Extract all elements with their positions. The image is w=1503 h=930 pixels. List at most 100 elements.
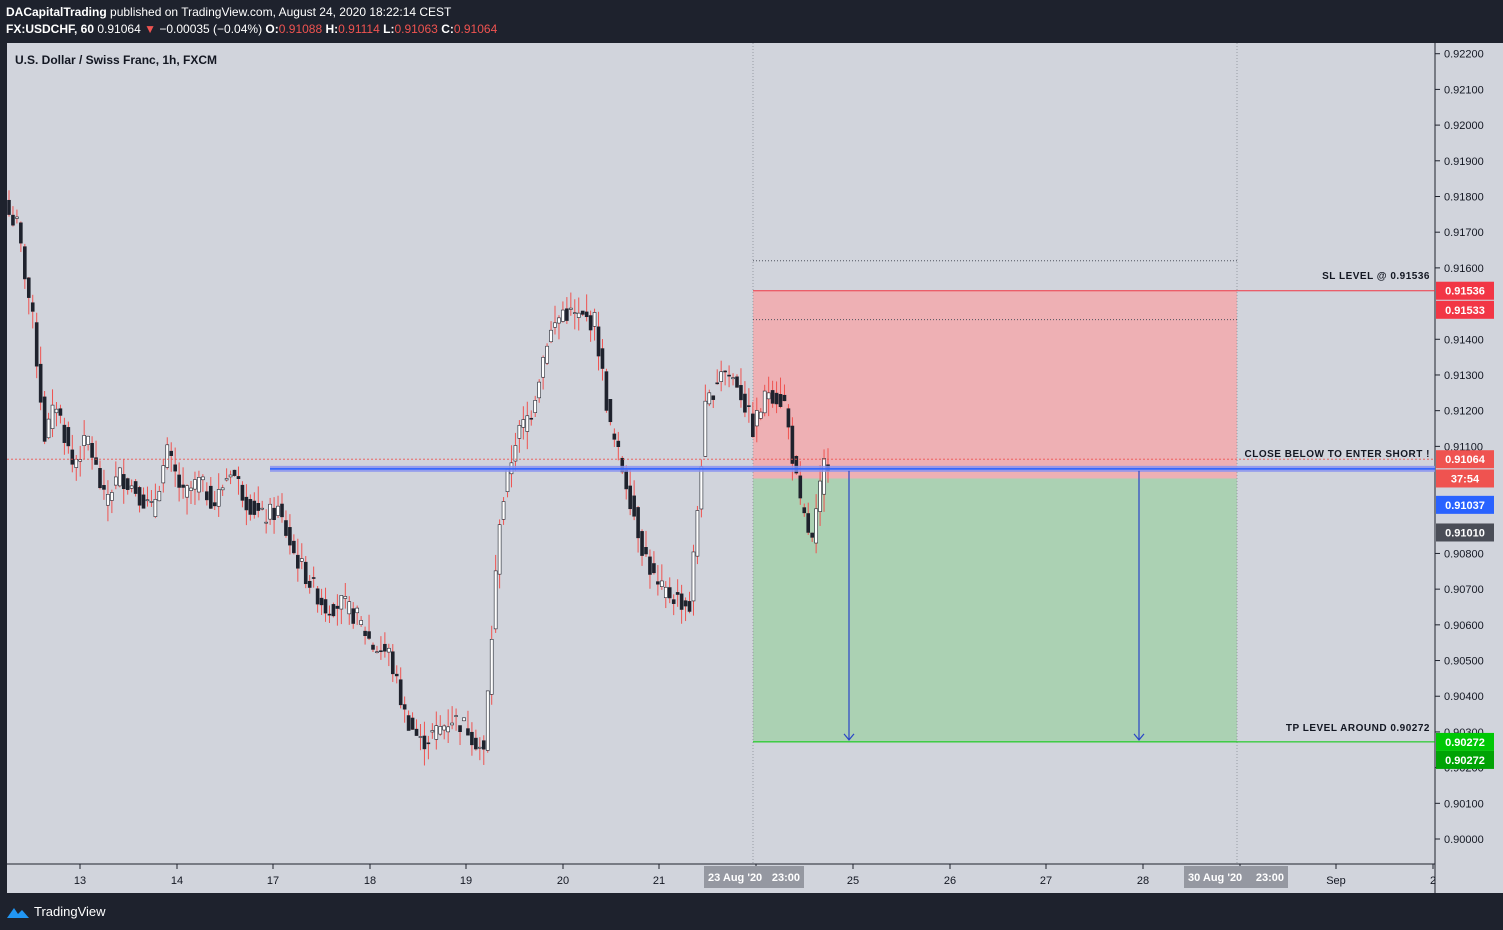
chart-area[interactable]: 0.92200 0.92100 0.92000 0.91900 0.91800 0.917… — [0, 0, 1503, 893]
candle-body-90 — [363, 630, 367, 637]
candle-body-108 — [434, 725, 439, 740]
publish-info: DACapitalTrading published on TradingVie… — [6, 5, 451, 19]
candle-body-83 — [335, 605, 340, 609]
candle-body-165 — [660, 580, 664, 587]
candle-body-132 — [529, 417, 534, 420]
sl-annotation[interactable]: SL LEVEL @ 0.91536 — [1322, 271, 1430, 282]
candle-body-157 — [628, 485, 632, 510]
candle-body-116 — [466, 728, 470, 736]
candle-body-197 — [786, 408, 791, 428]
candle-body-11 — [50, 404, 55, 429]
reward-zone — [753, 478, 1237, 742]
time-tick-label: 19 — [460, 875, 472, 887]
candle-body-201 — [802, 507, 807, 514]
candle-body-149 — [596, 326, 601, 357]
candle-body-7 — [34, 322, 39, 367]
time-range-date: 23 Aug '20 — [708, 872, 762, 884]
entry-annotation[interactable]: CLOSE BELOW TO ENTER SHORT ! — [1245, 449, 1430, 460]
candle-body-166 — [663, 586, 668, 599]
candle-body-73 — [296, 554, 300, 569]
time-tick-label: 27 — [1040, 875, 1052, 887]
tp-annotation[interactable]: TP LEVEL AROUND 0.90272 — [1286, 723, 1430, 734]
candle-body-6 — [30, 302, 35, 312]
candle-body-142 — [569, 307, 573, 310]
candle-body-104 — [418, 736, 423, 738]
candle-body-134 — [537, 381, 541, 399]
candle-body-122 — [489, 638, 494, 695]
close-value: 0.91064 — [453, 22, 498, 36]
candle-body-32 — [133, 481, 138, 494]
candlesticks — [7, 190, 830, 766]
candle-body-19 — [82, 435, 86, 446]
candle-body-63 — [256, 503, 261, 511]
candle-body-150 — [600, 348, 605, 369]
candle-body-51 — [208, 485, 213, 509]
time-tick-label: 2 — [1430, 875, 1436, 887]
candle-body-194 — [774, 392, 779, 405]
candle-body-128 — [513, 445, 518, 462]
candle-body-172 — [687, 601, 692, 612]
open-label: O: — [265, 22, 279, 36]
candle-body-203 — [810, 532, 814, 538]
candle-body-136 — [545, 345, 549, 364]
candle-body-1 — [11, 214, 15, 226]
change-value: −0.00035 (−0.04%) — [159, 22, 263, 36]
candle-body-176 — [703, 400, 708, 457]
price-tick-label: 0.91300 — [1444, 370, 1484, 382]
candle-body-70 — [284, 520, 288, 536]
candle-body-148 — [592, 312, 597, 327]
candle-body-137 — [549, 329, 553, 343]
candle-body-42 — [173, 464, 177, 472]
price-label-box-3 — [1436, 469, 1494, 488]
candle-body-38 — [157, 491, 162, 502]
candle-body-109 — [438, 726, 443, 735]
candle-body-133 — [533, 400, 538, 413]
candle-body-80 — [323, 599, 328, 614]
publication-header: DACapitalTrading published on TradingVie… — [0, 0, 1503, 42]
candle-body-77 — [311, 577, 316, 579]
candle-body-47 — [193, 479, 197, 490]
candle-body-129 — [517, 425, 522, 439]
tradingview-branding[interactable]: TradingView — [6, 904, 106, 919]
price-tick-label: 0.90700 — [1444, 584, 1484, 596]
candle-body-16 — [70, 449, 75, 465]
candle-body-85 — [343, 596, 348, 599]
time-tick-label: 20 — [557, 875, 569, 887]
price-label: 0.91064 — [1445, 454, 1486, 466]
candle-body-126 — [505, 469, 510, 492]
candle-body-84 — [339, 595, 344, 610]
candle-body-2 — [15, 216, 19, 219]
candle-body-94 — [379, 650, 383, 653]
candle-body-53 — [216, 489, 221, 507]
time-tick-label: 28 — [1137, 875, 1149, 887]
candle-body-106 — [426, 742, 431, 745]
candle-body-26 — [110, 492, 114, 501]
high-value: 0.91114 — [338, 22, 380, 36]
candle-body-179 — [715, 382, 720, 385]
candle-body-65 — [264, 521, 268, 524]
time-range-hour: 23:00 — [1256, 872, 1284, 884]
candle-body-21 — [90, 442, 94, 458]
candle-body-29 — [121, 474, 126, 490]
candle-body-154 — [616, 440, 621, 447]
candle-body-25 — [106, 494, 110, 506]
price-label-box-5 — [1436, 523, 1494, 542]
author-name[interactable]: DACapitalTrading — [6, 5, 107, 19]
candle-body-163 — [652, 563, 656, 574]
candle-body-8 — [38, 363, 43, 403]
candle-body-60 — [244, 496, 249, 511]
candle-body-144 — [576, 312, 581, 318]
price-tick-label: 0.91400 — [1444, 334, 1484, 346]
candle-body-164 — [656, 581, 660, 585]
candle-body-98 — [394, 673, 399, 677]
candle-body-107 — [430, 730, 435, 733]
candle-body-151 — [604, 371, 609, 411]
time-ticks: 13141718192021242526272831Sep223 Aug '20… — [74, 864, 1436, 888]
candle-body-206 — [822, 458, 826, 495]
price-label: 0.91037 — [1445, 500, 1485, 512]
time-tick-label: 26 — [944, 875, 956, 887]
candle-body-140 — [561, 309, 565, 322]
candle-body-200 — [798, 475, 803, 499]
candle-body-56 — [228, 474, 233, 478]
price-ticks: 0.92200 0.92100 0.92000 0.91900 0.91800 0.917… — [1435, 49, 1494, 846]
